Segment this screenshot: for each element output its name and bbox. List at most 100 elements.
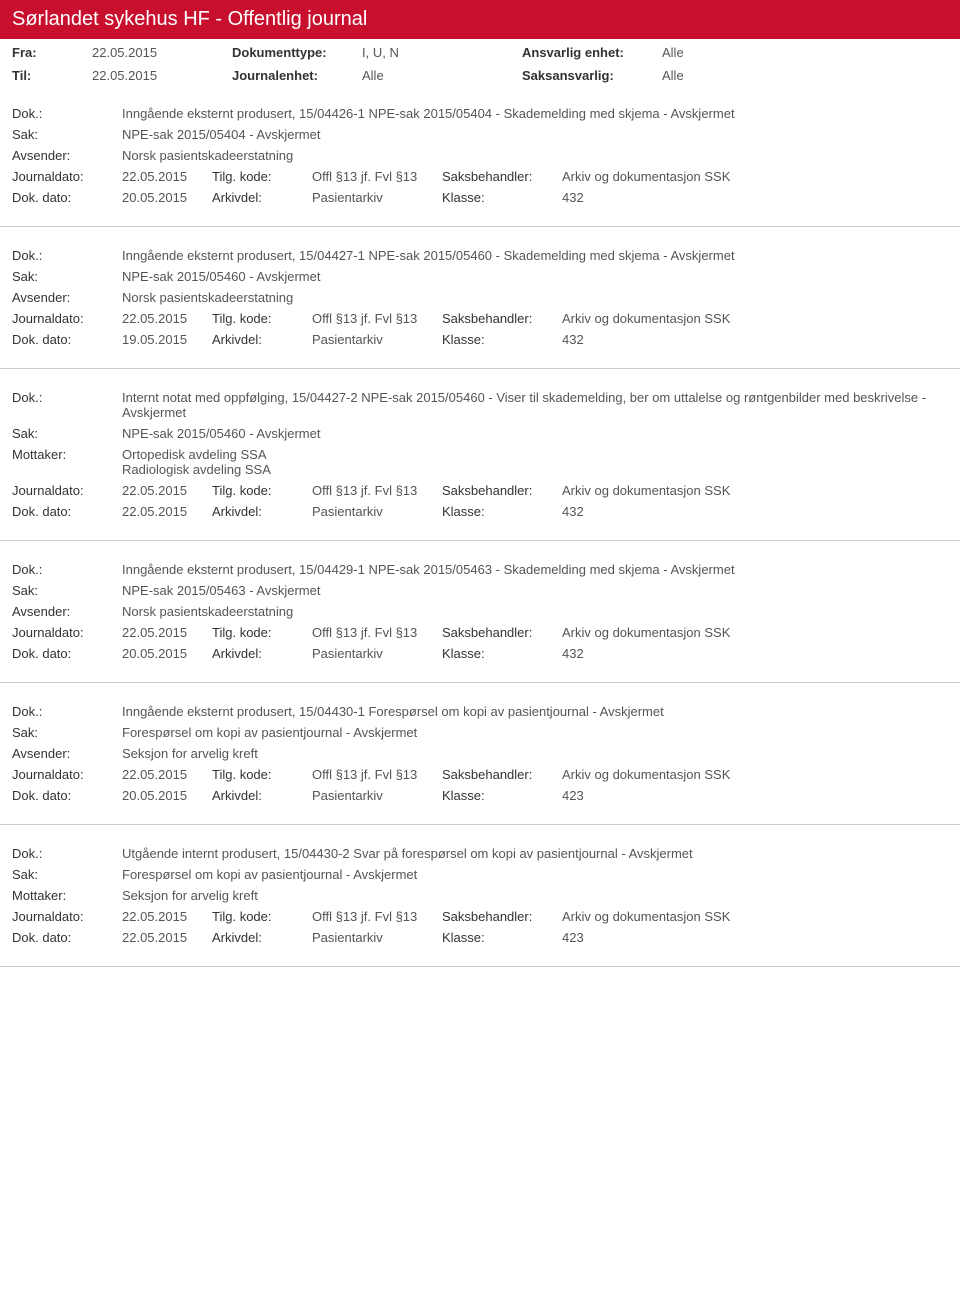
sak-label: Sak:	[12, 867, 122, 882]
filter-row-1: Fra: 22.05.2015 Dokumenttype: I, U, N An…	[0, 39, 960, 62]
arkivdel-label: Arkivdel:	[212, 930, 312, 945]
journal-entry: Dok.:Inngående eksternt produsert, 15/04…	[0, 85, 960, 227]
journaldato-label: Journaldato:	[12, 909, 122, 924]
klasse-value: 432	[562, 504, 792, 519]
saksbehandler-value: Arkiv og dokumentasjon SSK	[562, 909, 792, 924]
dok-value: Utgående internt produsert, 15/04430-2 S…	[122, 846, 948, 861]
klasse-label: Klasse:	[442, 190, 562, 205]
journaldato-label: Journaldato:	[12, 767, 122, 782]
ansvarlig-value: Alle	[662, 45, 684, 60]
party-label: Avsender:	[12, 604, 122, 619]
party-label: Avsender:	[12, 290, 122, 305]
saksbehandler-label: Saksbehandler:	[442, 169, 562, 184]
page-title: Sørlandet sykehus HF - Offentlig journal	[12, 8, 367, 30]
dokdato-value: 20.05.2015	[122, 646, 212, 661]
saksbehandler-value: Arkiv og dokumentasjon SSK	[562, 483, 792, 498]
dok-label: Dok.:	[12, 390, 122, 405]
entries-list: Dok.: Inngående eksternt produsert, 15/04…	[0, 85, 960, 967]
dok-label: Dok.:	[12, 846, 122, 861]
saksansvarlig-label: Saksansvarlig:	[522, 68, 662, 83]
dok-label: Dok.:	[12, 106, 122, 121]
til-label: Til:	[12, 68, 92, 83]
doktype-label: Dokumenttype:	[232, 45, 362, 60]
klasse-value: 432	[562, 646, 792, 661]
tilgkode-label: Tilg. kode:	[212, 169, 312, 184]
sak-value: NPE-sak 2015/05404 - Avskjermet	[122, 127, 948, 142]
dokdato-label: Dok. dato:	[12, 646, 122, 661]
arkivdel-value: Pasientarkiv	[312, 504, 442, 519]
klasse-value: 423	[562, 788, 792, 803]
party-value: Norsk pasientskadeerstatning	[122, 148, 948, 163]
saksbehandler-label: Saksbehandler:	[442, 909, 562, 924]
journaldato-label: Journaldato:	[12, 483, 122, 498]
sak-label: Sak:	[12, 127, 122, 142]
filter-row-2: Til: 22.05.2015 Journalenhet: Alle Saksa…	[0, 62, 960, 85]
arkivdel-label: Arkivdel:	[212, 332, 312, 347]
sak-value: NPE-sak 2015/05463 - Avskjermet	[122, 583, 948, 598]
til-value: 22.05.2015	[92, 68, 232, 83]
dokdato-value: 20.05.2015	[122, 190, 212, 205]
klasse-label: Klasse:	[442, 646, 562, 661]
arkivdel-value: Pasientarkiv	[312, 332, 442, 347]
saksbehandler-value: Arkiv og dokumentasjon SSK	[562, 311, 792, 326]
journal-entry: Dok.:Inngående eksternt produsert, 15/04…	[0, 541, 960, 683]
journaldato-value: 22.05.2015	[122, 625, 212, 640]
party-value: Norsk pasientskadeerstatning	[122, 290, 948, 305]
journalenhet-value: Alle	[362, 68, 522, 83]
dokdato-label: Dok. dato:	[12, 332, 122, 347]
party-value: Seksjon for arvelig kreft	[122, 746, 948, 761]
sak-label: Sak:	[12, 583, 122, 598]
journaldato-value: 22.05.2015	[122, 767, 212, 782]
saksbehandler-value: Arkiv og dokumentasjon SSK	[562, 625, 792, 640]
dok-value: Inngående eksternt produsert, 15/04430-1…	[122, 704, 948, 719]
party-label: Avsender:	[12, 148, 122, 163]
sak-value: NPE-sak 2015/05460 - Avskjermet	[122, 269, 948, 284]
saksansvarlig-value: Alle	[662, 68, 684, 83]
tilgkode-label: Tilg. kode:	[212, 625, 312, 640]
journal-entry: Dok.:Inngående eksternt produsert, 15/04…	[0, 683, 960, 825]
dokdato-value: 19.05.2015	[122, 332, 212, 347]
tilgkode-value: Offl §13 jf. Fvl §13	[312, 169, 442, 184]
sak-label: Sak:	[12, 269, 122, 284]
klasse-label: Klasse:	[442, 930, 562, 945]
dokdato-value: 22.05.2015	[122, 504, 212, 519]
dokdato-value: 20.05.2015	[122, 788, 212, 803]
dok-value: Inngående eksternt produsert, 15/04427-1…	[122, 248, 948, 263]
saksbehandler-label: Saksbehandler:	[442, 767, 562, 782]
sak-label: Sak:	[12, 725, 122, 740]
saksbehandler-value: Arkiv og dokumentasjon SSK	[562, 169, 792, 184]
journaldato-label: Journaldato:	[12, 625, 122, 640]
saksbehandler-label: Saksbehandler:	[442, 311, 562, 326]
arkivdel-label: Arkivdel:	[212, 646, 312, 661]
filter-section: Fra: 22.05.2015 Dokumenttype: I, U, N An…	[0, 39, 960, 85]
klasse-value: 423	[562, 930, 792, 945]
arkivdel-value: Pasientarkiv	[312, 788, 442, 803]
klasse-value: 432	[562, 332, 792, 347]
arkivdel-label: Arkivdel:	[212, 190, 312, 205]
tilgkode-value: Offl §13 jf. Fvl §13	[312, 483, 442, 498]
tilgkode-value: Offl §13 jf. Fvl §13	[312, 909, 442, 924]
klasse-label: Klasse:	[442, 332, 562, 347]
klasse-value: 432	[562, 190, 792, 205]
fra-label: Fra:	[12, 45, 92, 60]
party-value: Norsk pasientskadeerstatning	[122, 604, 948, 619]
party-value: Ortopedisk avdeling SSARadiologisk avdel…	[122, 447, 948, 477]
dokdato-label: Dok. dato:	[12, 190, 122, 205]
tilgkode-label: Tilg. kode:	[212, 909, 312, 924]
dokdato-label: Dok. dato:	[12, 788, 122, 803]
arkivdel-value: Pasientarkiv	[312, 930, 442, 945]
saksbehandler-label: Saksbehandler:	[442, 625, 562, 640]
journal-entry: Dok.:Utgående internt produsert, 15/0443…	[0, 825, 960, 967]
dokdato-value: 22.05.2015	[122, 930, 212, 945]
arkivdel-label: Arkivdel:	[212, 788, 312, 803]
dokdato-label: Dok. dato:	[12, 504, 122, 519]
sak-label: Sak:	[12, 426, 122, 441]
party-label: Mottaker:	[12, 447, 122, 462]
journaldato-value: 22.05.2015	[122, 311, 212, 326]
tilgkode-value: Offl §13 jf. Fvl §13	[312, 767, 442, 782]
tilgkode-value: Offl §13 jf. Fvl §13	[312, 311, 442, 326]
tilgkode-label: Tilg. kode:	[212, 483, 312, 498]
party-label: Avsender:	[12, 746, 122, 761]
ansvarlig-label: Ansvarlig enhet:	[522, 45, 662, 60]
klasse-label: Klasse:	[442, 788, 562, 803]
